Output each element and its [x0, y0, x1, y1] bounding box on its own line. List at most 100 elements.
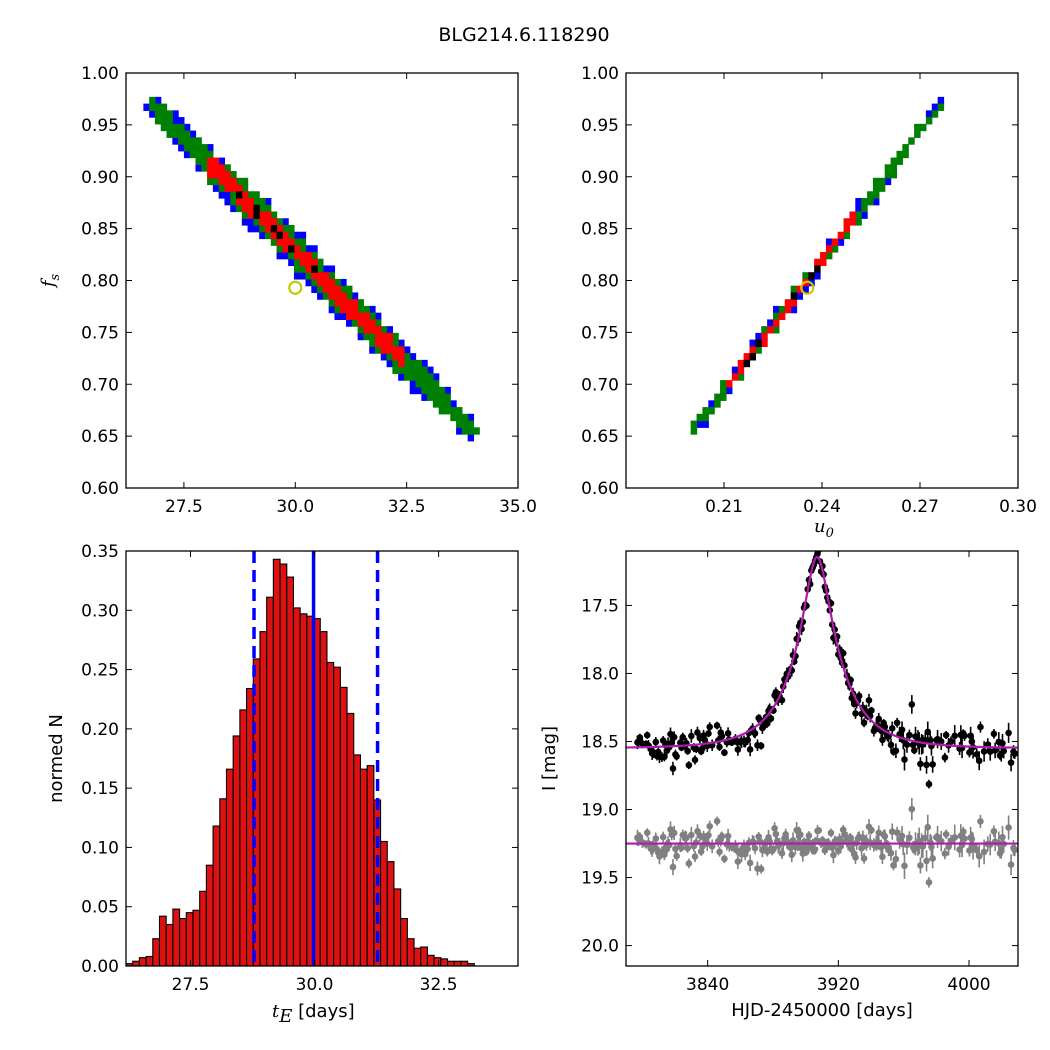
heat-cell: [195, 164, 202, 172]
y-tick-label: 19.5: [581, 869, 619, 889]
data-point: [910, 746, 918, 754]
data-point: [718, 732, 726, 740]
data-point: [757, 742, 765, 750]
heat-cell: [438, 407, 446, 415]
heat-cell: [820, 258, 827, 267]
heat-cell: [346, 285, 353, 294]
heat-cell: [784, 299, 792, 307]
y-tick-label: 17.5: [581, 596, 619, 616]
heat-cell: [299, 265, 307, 273]
heat-cell: [937, 96, 945, 105]
heat-cell: [375, 346, 382, 354]
heat-cell: [276, 224, 283, 233]
y-tick-label: 0.25: [81, 661, 119, 681]
heat-cell: [299, 238, 307, 246]
heat-cell: [790, 285, 798, 294]
y-tick-label: 0.80: [581, 272, 619, 292]
heat-cell: [230, 198, 237, 206]
residual-point: [879, 853, 886, 861]
histogram-bar: [292, 607, 301, 966]
heat-cell: [790, 305, 798, 314]
heat-cell: [322, 265, 330, 273]
y-tick-label: 0.60: [581, 479, 619, 499]
y-tick-label: 0.65: [581, 427, 619, 447]
heat-cell: [236, 184, 243, 192]
residual-point: [670, 829, 678, 837]
histogram-bar: [413, 947, 422, 966]
x-axis-label: u0: [814, 516, 834, 541]
residual-point: [815, 827, 823, 834]
residual-point: [672, 845, 679, 853]
x-tick-label: 27.5: [165, 497, 203, 517]
residual-point: [669, 863, 677, 871]
heat-cell: [328, 272, 336, 280]
heat-cell: [778, 312, 786, 320]
residual-point: [868, 826, 875, 834]
heat-cell: [288, 224, 295, 233]
heat-cell: [427, 366, 434, 374]
data-point: [991, 747, 999, 754]
heat-cell: [456, 407, 463, 415]
heat-cell: [178, 117, 185, 125]
heat-cell: [363, 305, 370, 314]
heat-cell: [690, 427, 698, 435]
heat-cell: [432, 380, 440, 388]
heat-cell: [259, 198, 266, 206]
heat-cell: [908, 137, 915, 145]
heat-cell: [247, 211, 254, 219]
heat-cell: [914, 130, 921, 138]
residual-point: [859, 834, 867, 841]
residual-point: [788, 851, 796, 859]
heat-cell: [322, 285, 330, 294]
heat-cell: [282, 251, 289, 260]
histogram-bar: [333, 666, 341, 966]
heat-cell: [461, 413, 469, 422]
heat-cell: [432, 386, 440, 395]
heat-cell: [369, 305, 376, 314]
heat-cell: [808, 272, 815, 280]
heat-cell: [427, 386, 434, 395]
data-point: [734, 746, 742, 753]
heat-cell: [415, 386, 422, 395]
data-point: [966, 749, 973, 756]
heat-cell: [432, 400, 440, 408]
data-point: [975, 757, 983, 765]
heat-cell: [282, 238, 289, 246]
heat-cell: [890, 164, 898, 172]
residual-point: [966, 847, 973, 854]
histogram-bar: [205, 864, 214, 966]
heat-cell: [403, 366, 411, 374]
best-fit-marker: [288, 280, 303, 295]
heat-cell: [375, 332, 382, 341]
data-point: [684, 747, 691, 755]
heat-cell: [825, 251, 833, 260]
heat-cell: [755, 332, 762, 341]
heat-cell: [778, 305, 786, 314]
heat-cell: [166, 110, 173, 118]
heat-cell: [259, 218, 266, 226]
y-tick-label: 0.30: [81, 601, 119, 621]
heat-cell: [386, 339, 393, 347]
heat-cell: [392, 359, 399, 368]
heat-cell: [334, 312, 341, 320]
heat-cell: [461, 420, 469, 428]
heat-cell: [293, 251, 301, 260]
residual-point: [673, 852, 680, 860]
heat-cell: [790, 299, 798, 307]
heat-cell: [270, 224, 278, 233]
residual-point: [961, 835, 968, 842]
data-point: [887, 741, 895, 749]
heat-cell: [896, 157, 903, 165]
heat-cell: [357, 312, 365, 320]
heat-cell: [925, 110, 933, 118]
histogram-bar: [158, 915, 167, 966]
heat-cell: [253, 198, 260, 206]
heat-cell: [178, 144, 185, 152]
residual-point: [772, 830, 780, 838]
heat-cell: [461, 427, 469, 435]
y-tick-label: 0.05: [81, 898, 119, 918]
heat-cell: [317, 265, 324, 273]
heat-cell: [160, 103, 168, 111]
heat-cell: [403, 359, 411, 368]
heat-cell: [218, 191, 226, 199]
